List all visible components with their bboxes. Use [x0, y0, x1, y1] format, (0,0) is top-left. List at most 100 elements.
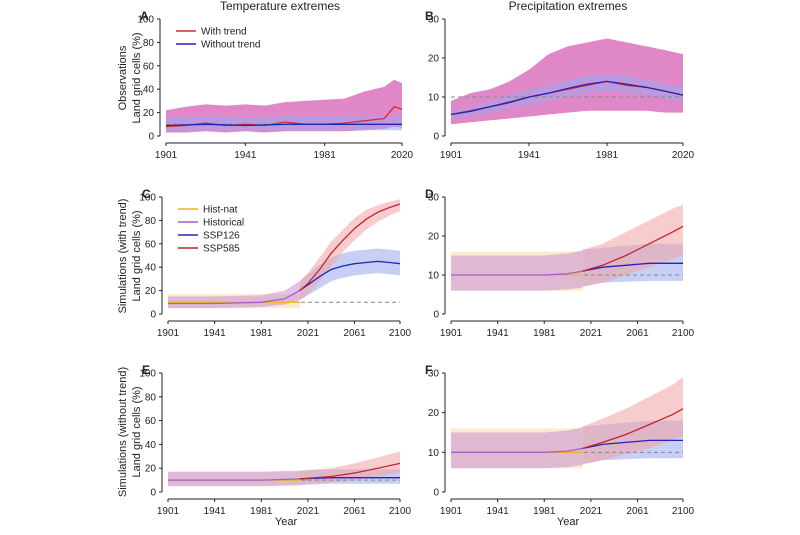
panel-b-xtick-label: 1901 [440, 150, 463, 161]
panel-e-ytick-label: 60 [145, 416, 157, 427]
panel-f-xtick-label: 1941 [487, 506, 510, 517]
panel-e-xtick-label: 1941 [204, 506, 227, 517]
panel-a-ytick-label: 0 [148, 132, 154, 143]
panel-d-letter: D [425, 187, 434, 201]
column-title-temperature: Temperature extremes [220, 0, 340, 13]
panel-d-xtick-label: 2100 [672, 328, 695, 339]
panel-d-xtick-label: 2061 [626, 328, 649, 339]
panel-f-ytick-label: 30 [428, 369, 440, 380]
panel-f-xtick-label: 2061 [626, 506, 649, 517]
row-a-ylabel-1: Observations [117, 45, 129, 110]
panel-b-letter: B [425, 9, 434, 23]
row-a-ylabel-2: Land grid cells (%) [131, 32, 143, 123]
panel-f-line-historical [451, 447, 583, 453]
panel-e-xtick-label: 2061 [343, 506, 366, 517]
panel-a-ytick-label: 20 [143, 108, 155, 119]
panel-f-xtick-label: 1901 [440, 506, 463, 517]
panel-f-ytick-label: 0 [433, 488, 439, 499]
panel-e-ytick-label: 100 [139, 369, 156, 380]
panel-e-ytick-label: 80 [145, 392, 157, 403]
panel-c-xtick-label: 1901 [157, 328, 180, 339]
panel-e-ytick-label: 40 [145, 440, 157, 451]
panel-f-ytick-label: 20 [428, 408, 440, 419]
panel-e-line-ssp585 [299, 462, 401, 480]
panel-c-legend-label-ssp126: SSP126 [203, 231, 240, 242]
panel-e-ytick-label: 20 [145, 464, 157, 475]
x-axis-label-left: Year [275, 516, 298, 528]
panel-d-xtick-label: 2021 [580, 328, 603, 339]
panel-a-ytick-label: 40 [143, 85, 155, 96]
panel-a-legend-label-with-trend: With trend [201, 27, 247, 38]
panel-a-ytick-label: 60 [143, 61, 155, 72]
panel-a: 0 20 40 60 80 100 1901 1941 1981 2020 A With trend W… [137, 9, 413, 161]
panel-d-band-historical [451, 250, 583, 291]
panel-c-xtick-label: 1981 [250, 328, 273, 339]
panel-e-xtick-label: 2100 [389, 506, 412, 517]
panel-d-ytick-label: 30 [428, 193, 440, 204]
panel-b-xtick-label: 1981 [596, 150, 619, 161]
panel-f-xtick-label: 2021 [580, 506, 603, 517]
panel-b-ytick-label: 30 [428, 15, 440, 26]
panel-d-line-ssp585 [582, 225, 684, 272]
panel-c-ytick-label: 60 [145, 239, 157, 250]
panel-c-ytick-label: 20 [145, 286, 157, 297]
panel-a-line-with-trend [165, 106, 403, 128]
panel-f-ytick-label: 10 [428, 448, 440, 459]
panel-a-band-without-trend [166, 116, 402, 131]
panel-e-band-historical [168, 470, 300, 487]
panel-c: 0 20 40 60 80 100 1901 1941 1981 2021 2061 2100 C His… [139, 187, 411, 339]
panel-c-xtick-label: 1941 [204, 328, 227, 339]
panel-c-ytick-label: 40 [145, 263, 157, 274]
row-c-ylabel-1: Simulations (without trend) [117, 367, 129, 497]
panel-a-ytick-label: 80 [143, 38, 155, 49]
panel-c-xtick-label: 2061 [343, 328, 366, 339]
panel-b-ytick-label: 20 [428, 54, 440, 65]
panel-a-letter: A [140, 9, 149, 23]
panel-d-line-historical [451, 270, 583, 276]
panel-c-legend-label-hist-nat: Hist-nat [203, 205, 238, 216]
panel-d: 0 10 20 30 1901 1941 1981 2021 2061 2100 D [425, 187, 695, 339]
row-b-ylabel-1: Simulations (with trend) [117, 199, 129, 314]
panel-c-legend-label-ssp585: SSP585 [203, 244, 240, 255]
panel-a-ytick-label: 100 [137, 15, 154, 26]
panel-e-ytick-label: 0 [150, 488, 156, 499]
panel-c-line-ssp126 [299, 260, 401, 292]
panel-c-line-ssp585 [299, 203, 401, 292]
panel-a-line-without-trend [165, 123, 402, 127]
panel-a-legend-label-without-trend: Without trend [201, 40, 260, 51]
row-b-ylabel-2: Land grid cells (%) [131, 210, 143, 301]
panel-f-xtick-label: 2100 [672, 506, 695, 517]
panel-d-ytick-label: 20 [428, 232, 440, 243]
row-c-ylabel-2: Land grid cells (%) [131, 386, 143, 477]
panel-a-xtick-label: 1941 [234, 150, 257, 161]
panel-c-band-ssp585 [299, 199, 400, 300]
panel-c-letter: C [142, 187, 151, 201]
panel-d-line-ssp126 [582, 262, 683, 272]
panel-e-line-ssp126 [299, 477, 400, 480]
panel-d-xtick-label: 1941 [487, 328, 510, 339]
panel-c-line-historical [168, 290, 301, 305]
panel-e-line-historical [168, 478, 300, 481]
panel-c-ytick-label: 80 [145, 216, 157, 227]
panel-d-ytick-label: 0 [433, 310, 439, 321]
panel-e-xtick-label: 1901 [157, 506, 180, 517]
panel-f-line-ssp585 [582, 408, 684, 450]
panel-d-ytick-label: 10 [428, 271, 440, 282]
panel-d-xtick-label: 1901 [440, 328, 463, 339]
panel-c-ytick-label: 100 [139, 193, 156, 204]
panel-c-xtick-label: 2100 [389, 328, 412, 339]
panel-e-xtick-label: 1981 [250, 506, 273, 517]
panel-c-legend-label-historical: Historical [203, 218, 244, 229]
panel-b-xtick-label: 2020 [672, 150, 695, 161]
panel-d-xtick-label: 1981 [533, 328, 556, 339]
panel-b: 0 10 20 30 1901 1941 1981 2020 B [425, 9, 695, 161]
panel-f-band-ssp585 [582, 377, 683, 465]
panel-b-xtick-label: 1941 [518, 150, 541, 161]
panel-b-line-without-trend [450, 80, 684, 116]
panel-a-xtick-label: 1901 [155, 150, 178, 161]
panel-f-letter: F [425, 363, 432, 377]
panel-a-xtick-label: 2020 [391, 150, 414, 161]
panel-f-xtick-label: 1981 [533, 506, 556, 517]
